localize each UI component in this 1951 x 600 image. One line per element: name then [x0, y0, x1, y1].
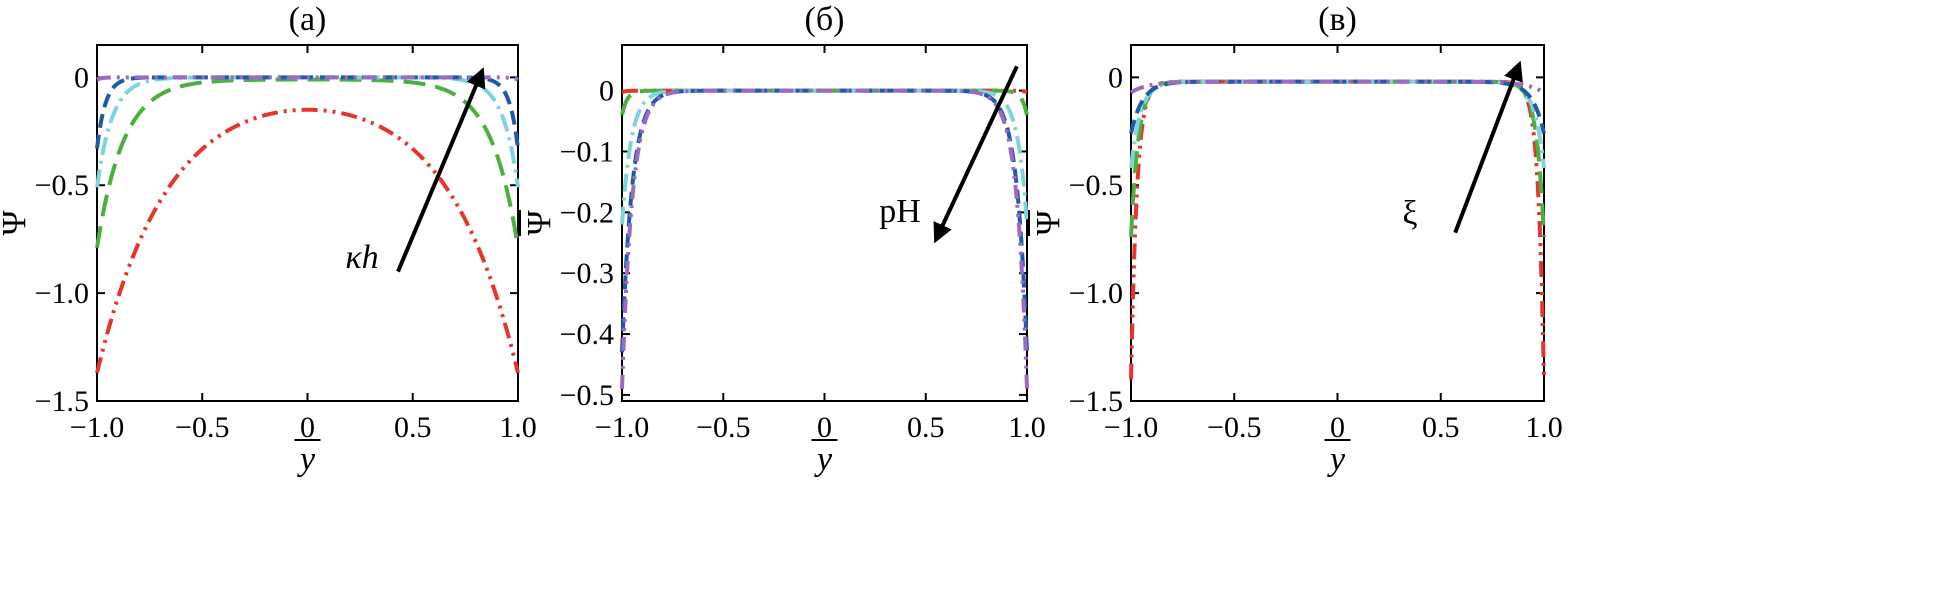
y-tick-label: −1.0: [1069, 277, 1123, 310]
panel-title: (a): [289, 1, 327, 38]
x-tick-label: 0: [300, 411, 315, 444]
x-tick-label: 0.5: [1422, 411, 1460, 444]
panel-title: (в): [1318, 1, 1357, 38]
x-tick-label: −0.5: [696, 411, 750, 444]
series-line-s3: [95, 75, 520, 188]
y-tick-label: −1.0: [35, 277, 89, 310]
y-tick-label: −0.5: [35, 169, 89, 202]
series-line-s5: [1129, 79, 1546, 95]
series-line-s3: [1129, 79, 1546, 169]
x-tick-label: 0.5: [394, 411, 432, 444]
x-tick-label: 0.5: [907, 411, 945, 444]
x-tick-label: 1.0: [1008, 411, 1046, 444]
annotation-arrow: [1453, 60, 1523, 234]
chart-panel-2: (б)−1.0 −0.5 0 0.5 1.00−0.1−0.2−0.3−0.4−0.5y…: [519, 1, 1046, 478]
series-line-s1: [1129, 79, 1546, 380]
x-axis-label: y: [814, 441, 833, 478]
y-axis-label: Ψ: [0, 210, 33, 235]
y-tick-label: 0: [1108, 61, 1123, 94]
series-line-s2: [95, 77, 520, 249]
x-tick-label: 1.0: [499, 411, 537, 444]
y-tick-label: −1.5: [1069, 385, 1123, 418]
x-tick-label: 1.0: [1525, 411, 1563, 444]
x-tick-label: −0.5: [1207, 411, 1261, 444]
y-tick-label: −0.5: [560, 379, 614, 412]
annotation-arrow: [396, 67, 486, 273]
x-tick-label: −1.0: [70, 411, 124, 444]
x-axis-label: y: [297, 441, 316, 478]
x-tick-label: 0: [1330, 411, 1345, 444]
chart-panel-1: (a)−1.0−0.500.51.00−0.5−1.0−1.5yΨ: [0, 1, 537, 478]
y-tick-label: −1.5: [35, 385, 89, 418]
y-tick-label: −0.5: [1069, 169, 1123, 202]
y-axis-label: Ψ: [521, 210, 558, 235]
series-line-s4: [1129, 79, 1546, 134]
x-tick-label: −1.0: [595, 411, 649, 444]
plot-frame: [1130, 44, 1545, 402]
series-line-s4: [620, 88, 1029, 353]
x-tick-label: 0: [817, 411, 832, 444]
series-line-s2: [620, 88, 1029, 116]
x-tick-label: −1.0: [1104, 411, 1158, 444]
series-line-s5: [620, 88, 1029, 389]
y-tick-label: 0: [74, 61, 89, 94]
x-axis-label: y: [1327, 441, 1346, 478]
y-tick-label: −0.4: [560, 318, 614, 351]
annotation-label: ξ: [1402, 195, 1417, 232]
panel-title: (б): [805, 1, 845, 38]
series-line-s3: [620, 88, 1029, 225]
series-line-s1: [95, 107, 520, 374]
y-tick-label: −0.1: [560, 135, 614, 168]
y-tick-label: −0.3: [560, 257, 614, 290]
plot-frame: [96, 44, 519, 402]
annotation-arrow: [933, 65, 1019, 244]
annotation-label: pH: [879, 193, 921, 230]
annotation-label: κh: [345, 239, 378, 276]
plot-frame: [621, 44, 1028, 402]
series-line-s5: [96, 75, 519, 82]
chart-panel-3: (в)−1.0 −0.5 0 0.5 1.00−0.5−1.0−1.5yΨ: [1028, 1, 1563, 478]
x-tick-label: −0.5: [175, 411, 229, 444]
y-axis-label: Ψ: [1030, 210, 1067, 235]
y-tick-label: −0.2: [560, 196, 614, 229]
y-tick-label: 0: [599, 75, 614, 108]
